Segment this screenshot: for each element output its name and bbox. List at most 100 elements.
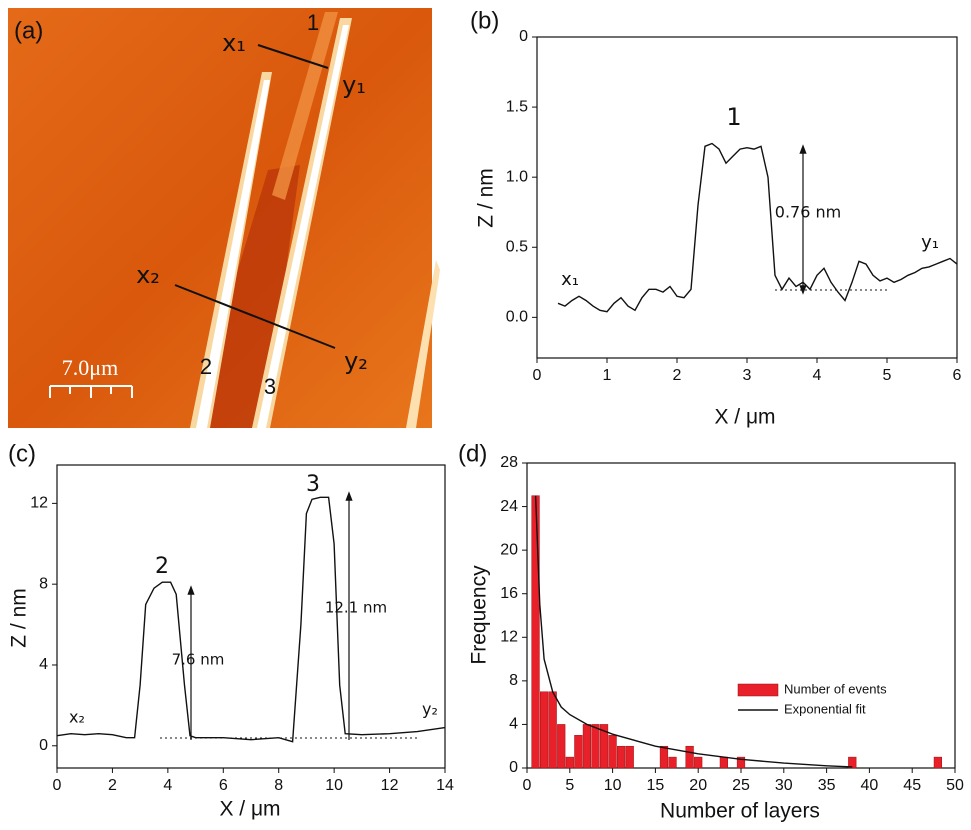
bar [625, 745, 634, 769]
strip-label: 2 [200, 354, 212, 379]
bar [659, 745, 669, 769]
y-tick-label: 0.5 [506, 238, 528, 255]
y-tick-label: 0 [509, 759, 518, 776]
bar [617, 745, 626, 769]
bar [848, 756, 857, 769]
line [534, 495, 853, 768]
annotation: x₂ [69, 708, 85, 727]
annotation: 3 [306, 472, 320, 497]
y-axis-label: Z / nm [8, 588, 31, 648]
x-tick-label: 50 [946, 777, 964, 794]
x-tick-label: 1 [603, 367, 612, 384]
y-tick-label: 4 [39, 656, 48, 673]
annotation: 7.6 nm [172, 651, 225, 669]
strip-label: 3 [264, 374, 276, 399]
x-tick-label: 15 [647, 777, 665, 794]
x-tick-label: 8 [274, 777, 283, 794]
bar [574, 735, 583, 769]
profile-line [174, 284, 336, 349]
legend-swatch [737, 683, 779, 697]
profile-line [257, 44, 329, 69]
y-tick-label: 12 [500, 629, 518, 646]
legend-label: Number of events [784, 681, 887, 696]
bar [694, 756, 703, 769]
bar [685, 745, 694, 769]
y-tick-label: 8 [509, 672, 518, 689]
annotation: 1 [726, 103, 741, 131]
annotation: 2 [155, 554, 169, 579]
line-end-label: y₂ [344, 347, 368, 375]
x-tick-label: 5 [883, 367, 892, 384]
x-tick-label: 6 [953, 367, 962, 384]
x-tick-label: 35 [818, 777, 836, 794]
bar [582, 724, 592, 769]
x-tick-label: 10 [604, 777, 622, 794]
panel-label: (c) [8, 440, 36, 467]
x-tick-label: 3 [743, 367, 752, 384]
y-tick-label: 4 [509, 716, 518, 733]
annotation: 12.1 nm [325, 599, 387, 617]
y-tick-label: 24 [500, 498, 518, 515]
y-tick-label: 12 [30, 495, 48, 512]
y-tick-label: 1.0 [506, 168, 528, 185]
bar [557, 724, 566, 769]
panel-label: (a) [14, 17, 43, 44]
scale-bar-label: 7.0μm [62, 355, 118, 380]
x-tick-label: 12 [381, 777, 399, 794]
panel-label: (d) [458, 440, 487, 467]
bar [548, 691, 557, 769]
bar [736, 756, 746, 769]
panel-label: (b) [470, 7, 499, 34]
x-tick-label: 45 [903, 777, 921, 794]
x-tick-label: 20 [689, 777, 707, 794]
x-tick-label: 4 [163, 777, 172, 794]
y-tick-label: 1.5 [506, 98, 528, 115]
x-axis-label: X / μm [714, 406, 775, 429]
x-tick-label: 0 [53, 777, 62, 794]
x-axis-label: X / μm [219, 798, 280, 821]
y-tick-label: 20 [500, 541, 518, 558]
x-tick-label: 6 [219, 777, 228, 794]
scale-bar [49, 385, 133, 398]
x-tick-label: 10 [325, 777, 343, 794]
annotation: y₁ [921, 232, 939, 253]
bar [565, 756, 574, 769]
y-tick-label: 28 [500, 454, 518, 471]
y-axis-label: Frequency [468, 565, 491, 665]
y-tick-label: 0.0 [506, 309, 528, 326]
bar [591, 724, 600, 769]
strip-label: 1 [307, 10, 319, 35]
y-tick-label: 8 [39, 575, 48, 592]
x-tick-label: 30 [775, 777, 793, 794]
y-tick-label: 0 [519, 28, 528, 45]
afm-strip [272, 12, 338, 200]
line-end-label: y₁ [342, 71, 366, 99]
bar [719, 756, 728, 769]
bar [599, 724, 609, 769]
bar [933, 756, 942, 769]
x-tick-label: 25 [732, 777, 750, 794]
afm-strip [196, 80, 270, 428]
line [557, 142, 958, 313]
bar [668, 756, 677, 769]
plot-frame [56, 464, 446, 769]
x-tick-label: 5 [565, 777, 574, 794]
y-tick-label: 0 [39, 737, 48, 754]
bar [540, 691, 549, 769]
x-tick-label: 2 [108, 777, 117, 794]
bar [608, 735, 617, 769]
annotation: x₁ [561, 269, 579, 290]
bar [531, 495, 540, 769]
x-tick-label: 2 [673, 367, 682, 384]
annotation: 0.76 nm [775, 203, 841, 222]
x-tick-label: 0 [523, 777, 532, 794]
x-tick-label: 4 [813, 367, 822, 384]
line-end-label: x₂ [136, 261, 160, 289]
x-axis-label: Number of layers [660, 800, 820, 823]
y-axis-label: Z / nm [475, 168, 498, 228]
legend-label: Exponential fit [784, 701, 866, 716]
afm-strip [406, 260, 440, 428]
x-tick-label: 40 [861, 777, 879, 794]
